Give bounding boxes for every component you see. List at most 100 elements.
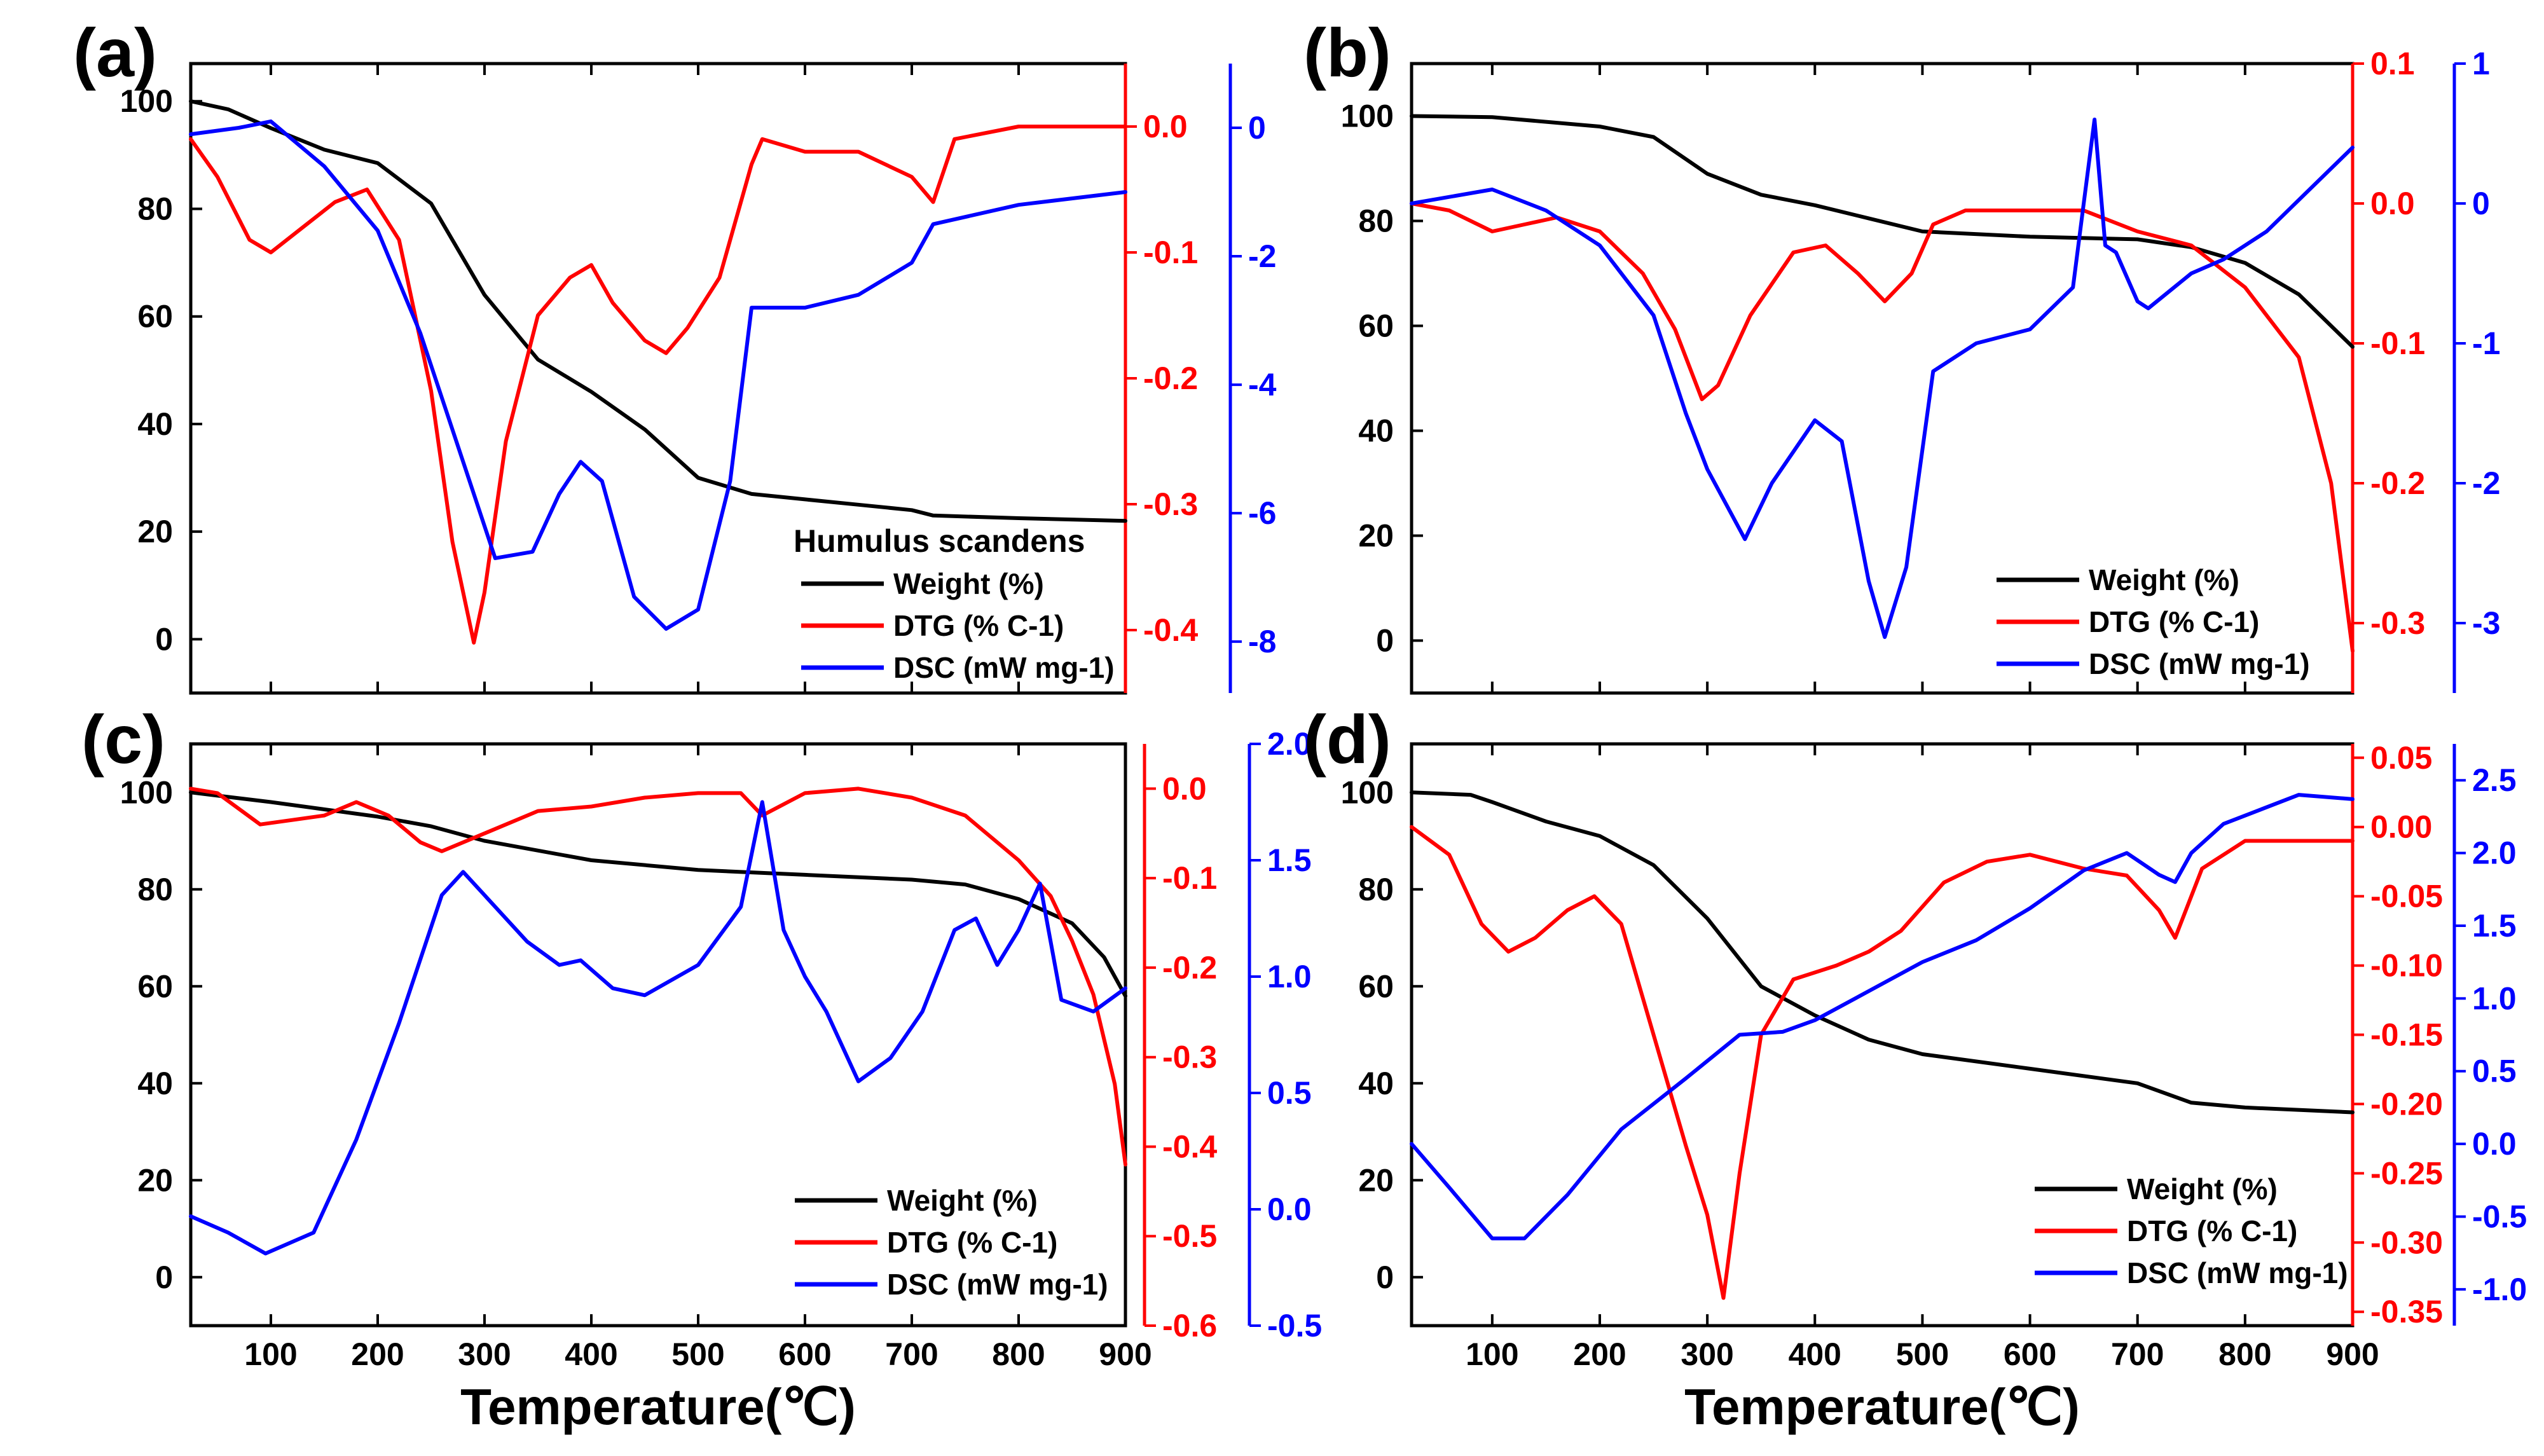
dtg-tick-label: 0.1	[2370, 46, 2415, 81]
y-tick-label-left: 100	[120, 83, 173, 119]
dsc-tick-label: -1.0	[2472, 1272, 2527, 1307]
dsc-tick-label: -0.5	[2472, 1198, 2527, 1234]
x-tick-label: 500	[671, 1336, 724, 1372]
dtg-tick-label: -0.6	[1162, 1308, 1217, 1343]
y-tick-label-left: 80	[1358, 872, 1394, 907]
legend-label: DSC (mW mg-1)	[887, 1268, 1108, 1301]
y-tick-label-left: 0	[155, 1260, 173, 1295]
y-tick-label-left: 40	[137, 406, 173, 442]
y-tick-label-left: 20	[137, 1162, 173, 1198]
dsc-tick-label: -2	[1248, 238, 1276, 274]
x-tick-label: 600	[2004, 1336, 2056, 1372]
dsc-tick-label: 0.0	[1267, 1192, 1312, 1227]
x-tick-label: 300	[1681, 1336, 1733, 1372]
dtg-tick-label: -0.4	[1143, 612, 1198, 648]
x-tick-label: 200	[1573, 1336, 1626, 1372]
dtg-tick-label: -0.2	[1162, 950, 1217, 986]
dtg-tick-label: 0.05	[2370, 740, 2432, 776]
y-tick-label-left: 20	[1358, 518, 1394, 554]
dtg-tick-label: -0.30	[2370, 1225, 2443, 1260]
dsc-tick-label: 0.0	[2472, 1126, 2517, 1162]
dsc-tick-label: 0	[2472, 186, 2490, 221]
x-tick-label: 700	[885, 1336, 938, 1372]
y-tick-label-left: 0	[1376, 623, 1394, 659]
y-tick-label-left: 60	[1358, 968, 1394, 1004]
series-weight-line	[1410, 790, 2355, 1115]
series-dsc-line	[1410, 118, 2355, 639]
dtg-tick-label: -0.15	[2370, 1017, 2443, 1053]
series-dtg-line	[189, 125, 1127, 645]
plot-frame	[189, 742, 1127, 1328]
panel-c: (c) 100 200 300 400 500 600 700 800 900 0 20 40 60 80…	[81, 701, 1322, 1372]
series-weight-line	[1410, 114, 2355, 349]
y-tick-label-left: 20	[137, 514, 173, 549]
dsc-tick-label: 1.0	[1267, 959, 1312, 994]
dsc-tick-label: -0.5	[1267, 1308, 1322, 1343]
series-weight-line	[189, 790, 1127, 998]
dsc-tick-label: -4	[1248, 367, 1277, 402]
series-dsc-line	[189, 800, 1127, 1256]
dtg-tick-label: -0.25	[2370, 1155, 2443, 1191]
legend-label: DSC (mW mg-1)	[2127, 1256, 2348, 1289]
dtg-tick-label: -0.4	[1162, 1129, 1217, 1164]
plot-frame	[1410, 62, 2355, 695]
panel-a: (a) Humulus scandens 0 20 40 60 80 100 -0.4 -0.…	[73, 14, 1277, 695]
dsc-tick-label: -2	[2472, 465, 2500, 501]
x-tick-label: 700	[2111, 1336, 2164, 1372]
panel-d: (d) 100 200 300 400 500 600 700 800 900 0 20 40 60 80…	[1303, 701, 2527, 1372]
dtg-tick-label: -0.5	[1162, 1218, 1217, 1254]
dtg-tick-label: -0.1	[2370, 326, 2425, 361]
legend-label: DTG (% C-1)	[2089, 605, 2259, 638]
panel-label: (a)	[73, 14, 157, 91]
x-axis-title-left: Temperature(℃)	[460, 1378, 856, 1435]
y-tick-label-left: 80	[1358, 203, 1394, 239]
series-dtg-line	[189, 786, 1127, 1167]
legend-label: Weight (%)	[2127, 1172, 2278, 1205]
panel-label: (b)	[1303, 14, 1391, 91]
y-tick-label-left: 100	[1341, 99, 1394, 134]
legend-label: Weight (%)	[2089, 563, 2239, 596]
x-tick-label: 400	[1789, 1336, 1841, 1372]
x-tick-label: 900	[1099, 1336, 1152, 1372]
legend-label: Weight (%)	[893, 567, 1044, 600]
dsc-tick-label: 0.5	[2472, 1054, 2517, 1089]
legend-label: DSC (mW mg-1)	[2089, 647, 2310, 680]
legend-label: DTG (% C-1)	[2127, 1214, 2297, 1247]
dtg-tick-label: 0.0	[2370, 186, 2415, 221]
y-tick-label-left: 60	[1358, 308, 1394, 344]
dsc-tick-label: -1	[2472, 326, 2500, 361]
dsc-tick-label: 0	[1248, 110, 1266, 146]
dsc-tick-label: 2.5	[2472, 762, 2517, 798]
x-tick-label: 300	[458, 1336, 511, 1372]
series-dsc-line	[1410, 793, 2355, 1240]
y-tick-label-left: 100	[120, 774, 173, 810]
dtg-tick-label: -0.3	[1143, 486, 1198, 522]
legend-label: Weight (%)	[887, 1184, 1038, 1217]
y-tick-label-left: 0	[1376, 1260, 1394, 1295]
y-tick-label-left: 60	[137, 299, 173, 334]
dtg-tick-label: -0.3	[2370, 605, 2425, 641]
dtg-tick-label: -0.1	[1162, 860, 1217, 896]
dtg-tick-label: -0.10	[2370, 948, 2443, 984]
dtg-tick-label: -0.1	[1143, 235, 1198, 270]
series-dtg-line	[1410, 202, 2355, 653]
series-dsc-line	[189, 119, 1127, 631]
dtg-tick-label: -0.05	[2370, 879, 2443, 914]
x-tick-label: 600	[778, 1336, 831, 1372]
dtg-tick-label: -0.2	[1143, 361, 1198, 396]
dtg-tick-label: -0.3	[1162, 1040, 1217, 1075]
series-weight-line	[189, 99, 1127, 523]
series-dtg-line	[1410, 825, 2355, 1300]
legend-title: Humulus scandens	[794, 523, 1085, 559]
x-tick-label: 800	[992, 1336, 1045, 1372]
x-tick-label: 500	[1896, 1336, 1949, 1372]
dtg-tick-label: 0.0	[1162, 771, 1207, 806]
y-tick-label-left: 80	[137, 191, 173, 226]
x-tick-label: 800	[2218, 1336, 2271, 1372]
y-tick-label-left: 80	[137, 872, 173, 907]
legend-label: DSC (mW mg-1)	[893, 651, 1115, 684]
y-tick-label-left: 20	[1358, 1162, 1394, 1198]
dsc-tick-label: 1.5	[1267, 842, 1312, 878]
dsc-tick-label: -3	[2472, 605, 2500, 641]
